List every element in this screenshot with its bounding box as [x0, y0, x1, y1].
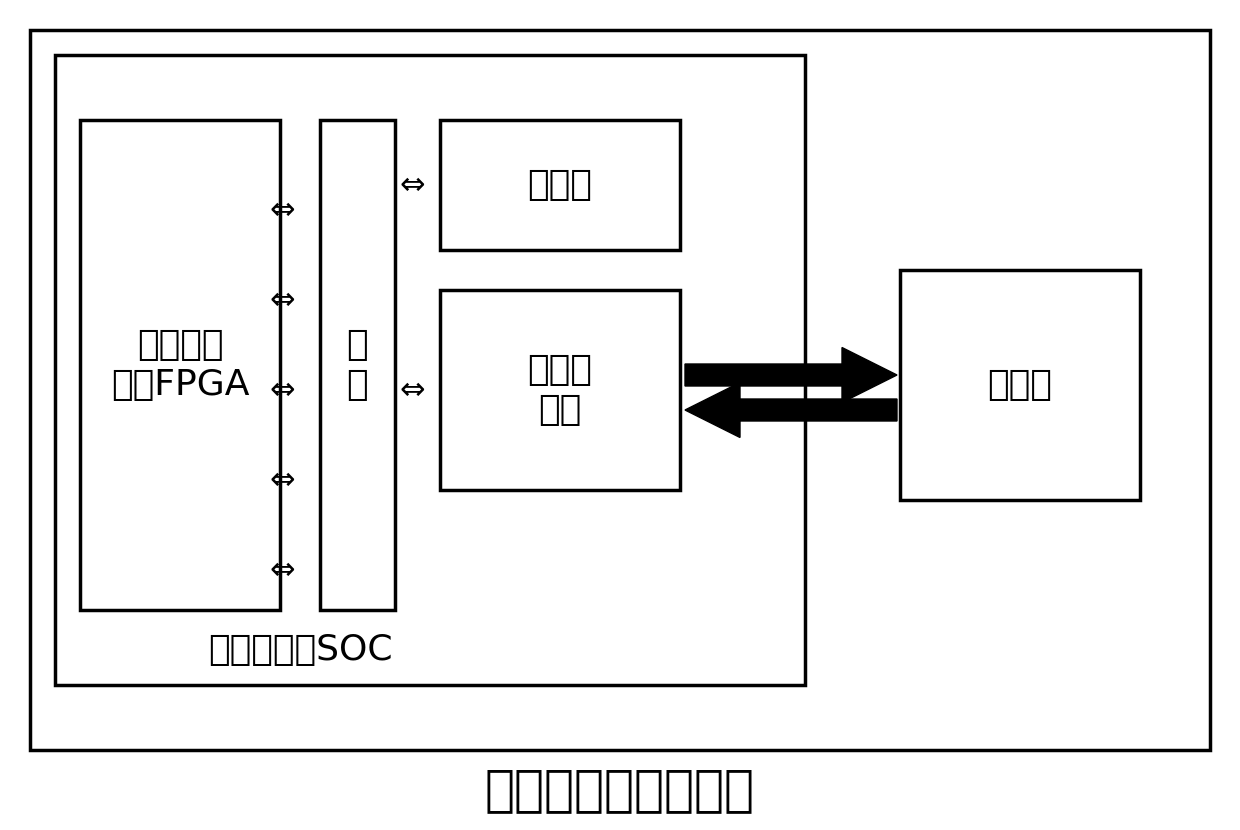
Text: ⇔: ⇔ — [269, 286, 295, 315]
Bar — [55, 55, 805, 685]
Text: 可编程门
阵列FPGA: 可编程门 阵列FPGA — [110, 329, 249, 402]
Bar — [320, 120, 396, 610]
Polygon shape — [684, 348, 897, 403]
Text: ⇔: ⇔ — [269, 375, 295, 404]
Text: 存储器: 存储器 — [987, 368, 1053, 402]
Bar — [900, 270, 1140, 500]
Text: ⇔: ⇔ — [269, 555, 295, 584]
Text: 存储控
制器: 存储控 制器 — [527, 354, 593, 427]
Bar — [440, 120, 680, 250]
Text: ⇔: ⇔ — [399, 375, 425, 404]
Bar — [440, 290, 680, 490]
Polygon shape — [684, 383, 897, 437]
Text: 总
线: 总 线 — [346, 329, 368, 402]
Text: ⇔: ⇔ — [269, 196, 295, 224]
Bar — [30, 30, 1210, 750]
Text: 系统级芯片SOC: 系统级芯片SOC — [207, 633, 392, 667]
Bar — [81, 120, 280, 610]
Text: 处理器: 处理器 — [527, 168, 593, 202]
Text: 数据采集和处理装置: 数据采集和处理装置 — [485, 766, 755, 814]
Text: ⇔: ⇔ — [269, 466, 295, 495]
Text: ⇔: ⇔ — [399, 170, 425, 199]
